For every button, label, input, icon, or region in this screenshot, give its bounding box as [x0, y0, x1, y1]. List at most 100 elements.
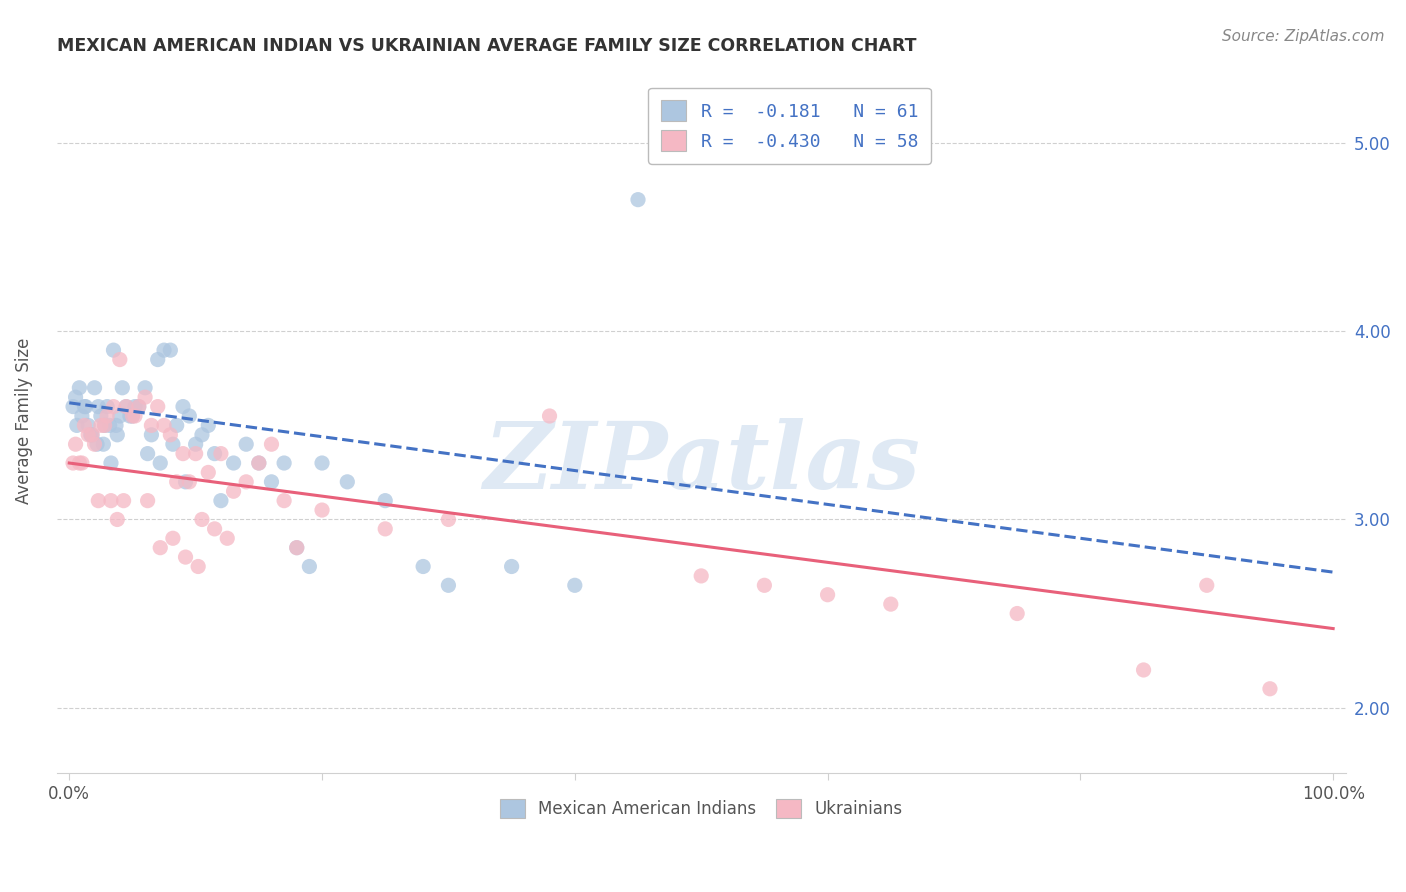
Point	[93, 418, 115, 433]
Point	[374, 522, 396, 536]
Point	[162, 437, 184, 451]
Point	[209, 447, 232, 461]
Point	[100, 456, 122, 470]
Text: ZIPatlas: ZIPatlas	[482, 418, 920, 508]
Point	[115, 400, 138, 414]
Point	[285, 541, 308, 555]
Point	[209, 493, 232, 508]
Point	[235, 437, 257, 451]
Point	[179, 475, 201, 489]
Point	[93, 437, 115, 451]
Point	[80, 427, 103, 442]
Point	[538, 409, 561, 423]
Point	[311, 456, 333, 470]
Point	[80, 427, 103, 442]
Point	[754, 578, 776, 592]
Point	[67, 381, 90, 395]
Point	[235, 475, 257, 489]
Point	[62, 400, 84, 414]
Point	[77, 418, 100, 433]
Point	[184, 437, 207, 451]
Point	[162, 531, 184, 545]
Point	[128, 400, 150, 414]
Point	[121, 409, 143, 423]
Point	[311, 503, 333, 517]
Point	[817, 588, 839, 602]
Point	[374, 493, 396, 508]
Point	[134, 381, 156, 395]
Point	[65, 390, 87, 404]
Point	[149, 456, 172, 470]
Point	[191, 512, 214, 526]
Point	[273, 456, 295, 470]
Point	[222, 456, 245, 470]
Point	[172, 447, 194, 461]
Point	[260, 437, 283, 451]
Point	[1132, 663, 1154, 677]
Point	[204, 522, 226, 536]
Point	[108, 409, 131, 423]
Point	[62, 456, 84, 470]
Point	[184, 447, 207, 461]
Point	[103, 343, 125, 358]
Point	[118, 409, 141, 423]
Point	[93, 418, 115, 433]
Point	[222, 484, 245, 499]
Point	[105, 418, 128, 433]
Point	[174, 550, 197, 565]
Point	[141, 427, 163, 442]
Point	[128, 400, 150, 414]
Point	[197, 466, 219, 480]
Point	[1195, 578, 1218, 592]
Point	[166, 418, 188, 433]
Point	[880, 597, 903, 611]
Point	[67, 456, 90, 470]
Point	[146, 400, 169, 414]
Point	[149, 541, 172, 555]
Point	[690, 569, 713, 583]
Point	[159, 427, 181, 442]
Point	[73, 400, 96, 414]
Point	[260, 475, 283, 489]
Point	[217, 531, 239, 545]
Point	[412, 559, 434, 574]
Point	[121, 409, 143, 423]
Point	[166, 475, 188, 489]
Point	[100, 493, 122, 508]
Point	[247, 456, 270, 470]
Point	[174, 475, 197, 489]
Point	[1005, 607, 1028, 621]
Point	[141, 418, 163, 433]
Legend: Mexican American Indians, Ukrainians: Mexican American Indians, Ukrainians	[494, 792, 910, 825]
Y-axis label: Average Family Size: Average Family Size	[15, 337, 32, 504]
Point	[111, 381, 134, 395]
Point	[437, 512, 460, 526]
Point	[179, 409, 201, 423]
Point	[98, 418, 121, 433]
Point	[1258, 681, 1281, 696]
Point	[96, 409, 118, 423]
Point	[65, 437, 87, 451]
Point	[83, 437, 105, 451]
Point	[153, 343, 176, 358]
Point	[172, 400, 194, 414]
Point	[159, 343, 181, 358]
Point	[90, 418, 112, 433]
Point	[136, 447, 159, 461]
Point	[247, 456, 270, 470]
Point	[134, 390, 156, 404]
Point	[86, 437, 108, 451]
Point	[66, 418, 89, 433]
Point	[204, 447, 226, 461]
Point	[187, 559, 209, 574]
Point	[285, 541, 308, 555]
Point	[87, 493, 110, 508]
Point	[112, 493, 135, 508]
Point	[73, 418, 96, 433]
Point	[105, 512, 128, 526]
Point	[80, 427, 103, 442]
Point	[197, 418, 219, 433]
Point	[627, 193, 650, 207]
Point	[336, 475, 359, 489]
Point	[564, 578, 586, 592]
